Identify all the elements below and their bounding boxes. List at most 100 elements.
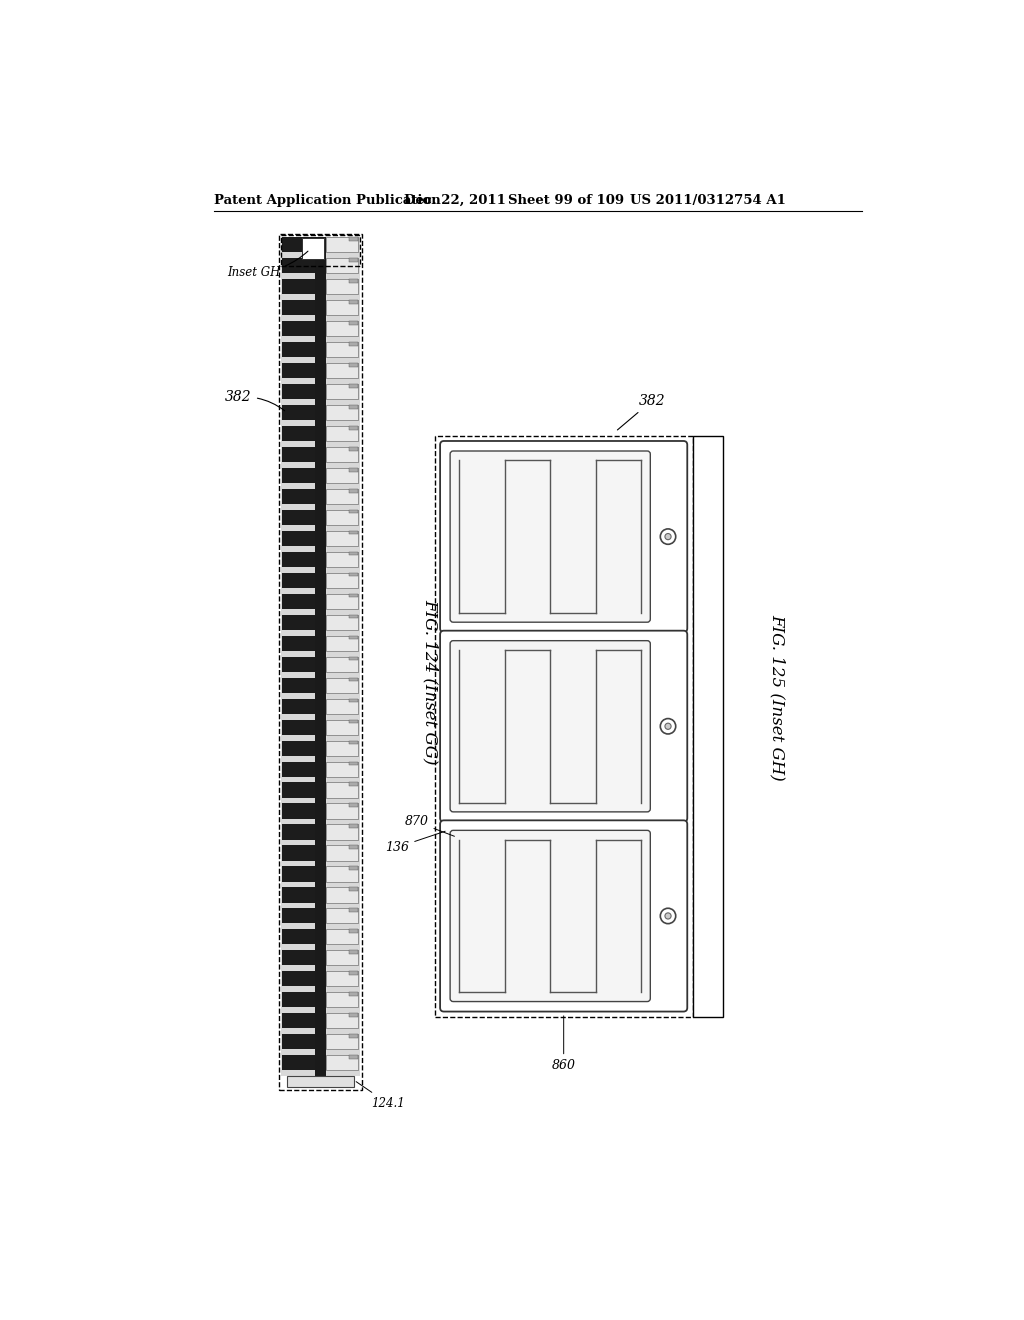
Bar bbox=[348, 1014, 358, 1018]
Bar bbox=[348, 552, 358, 556]
Bar bbox=[326, 762, 358, 776]
Bar bbox=[283, 488, 315, 504]
Bar bbox=[348, 531, 358, 535]
Bar bbox=[326, 741, 358, 755]
Bar bbox=[348, 300, 358, 304]
Bar bbox=[283, 908, 315, 924]
Bar bbox=[435, 436, 692, 1016]
Bar bbox=[283, 384, 315, 399]
Bar bbox=[326, 677, 358, 693]
Text: 870: 870 bbox=[404, 816, 455, 837]
Bar bbox=[348, 741, 358, 744]
Bar bbox=[348, 238, 358, 240]
Bar bbox=[326, 488, 358, 504]
Text: US 2011/0312754 A1: US 2011/0312754 A1 bbox=[630, 194, 785, 207]
Bar bbox=[281, 238, 360, 1076]
Bar bbox=[326, 384, 358, 399]
Bar bbox=[348, 656, 358, 660]
Bar bbox=[283, 238, 315, 252]
Bar bbox=[283, 825, 315, 840]
Bar bbox=[283, 1055, 315, 1071]
Bar bbox=[283, 762, 315, 776]
Bar bbox=[348, 845, 358, 849]
Bar bbox=[326, 929, 358, 945]
Bar bbox=[348, 993, 358, 997]
Bar bbox=[348, 615, 358, 618]
Bar bbox=[326, 993, 358, 1007]
Bar bbox=[315, 238, 326, 1076]
Text: Dec. 22, 2011: Dec. 22, 2011 bbox=[403, 194, 506, 207]
Bar bbox=[692, 436, 724, 1016]
Bar bbox=[348, 321, 358, 325]
Bar bbox=[283, 783, 315, 797]
Bar bbox=[283, 677, 315, 693]
FancyBboxPatch shape bbox=[451, 640, 650, 812]
Bar bbox=[283, 363, 315, 378]
Bar bbox=[326, 446, 358, 462]
Bar bbox=[326, 426, 358, 441]
Bar bbox=[326, 279, 358, 294]
Bar bbox=[348, 573, 358, 577]
Bar bbox=[326, 257, 358, 273]
Bar bbox=[348, 342, 358, 346]
Bar bbox=[326, 405, 358, 420]
Circle shape bbox=[665, 723, 671, 730]
Bar bbox=[348, 257, 358, 261]
Bar bbox=[348, 698, 358, 702]
Bar bbox=[283, 698, 315, 714]
Bar bbox=[326, 238, 358, 252]
Bar bbox=[283, 636, 315, 651]
Bar bbox=[348, 488, 358, 492]
Text: 124.1: 124.1 bbox=[356, 1081, 404, 1110]
Text: 382: 382 bbox=[225, 391, 285, 411]
Bar bbox=[283, 446, 315, 462]
Bar bbox=[326, 719, 358, 735]
Bar bbox=[283, 573, 315, 587]
Bar bbox=[287, 1076, 354, 1088]
Bar bbox=[348, 887, 358, 891]
Bar bbox=[283, 321, 315, 337]
Bar bbox=[283, 804, 315, 818]
Bar bbox=[348, 825, 358, 828]
Bar bbox=[326, 825, 358, 840]
Text: FIG. 124 (Inset GG): FIG. 124 (Inset GG) bbox=[422, 599, 439, 764]
Bar bbox=[326, 783, 358, 797]
Bar bbox=[283, 741, 315, 755]
Bar bbox=[283, 719, 315, 735]
Bar bbox=[326, 300, 358, 315]
Bar bbox=[348, 510, 358, 513]
Text: 382: 382 bbox=[617, 393, 665, 430]
Bar bbox=[283, 257, 315, 273]
Bar bbox=[348, 950, 358, 954]
Bar bbox=[326, 866, 358, 882]
Text: FIG. 125 (Inset GH): FIG. 125 (Inset GH) bbox=[769, 614, 785, 780]
Bar bbox=[326, 656, 358, 672]
Bar bbox=[348, 594, 358, 598]
Bar bbox=[283, 972, 315, 986]
Circle shape bbox=[665, 913, 671, 919]
Bar bbox=[348, 405, 358, 409]
Bar bbox=[326, 531, 358, 545]
Bar bbox=[326, 804, 358, 818]
Bar bbox=[348, 384, 358, 388]
Circle shape bbox=[660, 718, 676, 734]
Bar bbox=[326, 363, 358, 378]
Bar bbox=[283, 426, 315, 441]
Text: Sheet 99 of 109: Sheet 99 of 109 bbox=[508, 194, 624, 207]
Bar bbox=[283, 342, 315, 356]
Bar bbox=[348, 762, 358, 766]
Bar bbox=[283, 1035, 315, 1049]
Bar bbox=[326, 950, 358, 965]
Bar bbox=[283, 300, 315, 315]
Bar bbox=[283, 845, 315, 861]
Bar bbox=[283, 1014, 315, 1028]
Bar bbox=[348, 1055, 358, 1059]
Bar bbox=[348, 719, 358, 723]
Bar bbox=[348, 866, 358, 870]
Bar bbox=[326, 552, 358, 566]
Bar bbox=[326, 845, 358, 861]
Bar bbox=[348, 783, 358, 787]
Bar bbox=[326, 573, 358, 587]
Bar bbox=[283, 594, 315, 609]
Bar bbox=[283, 993, 315, 1007]
